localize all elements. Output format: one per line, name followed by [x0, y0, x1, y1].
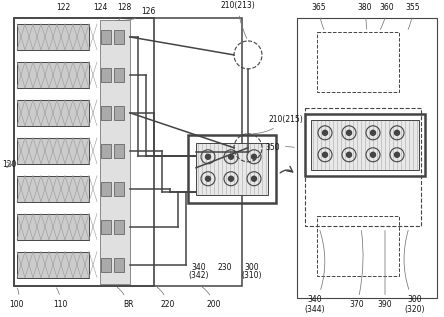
Bar [317, 32, 399, 92]
Text: 210(213): 210(213) [221, 2, 255, 38]
Bar [17, 214, 89, 240]
Circle shape [206, 176, 210, 181]
Bar [101, 68, 111, 82]
Bar [101, 220, 111, 234]
Bar [114, 68, 124, 82]
Text: 300: 300 [245, 263, 259, 272]
Bar [17, 100, 89, 126]
Bar [17, 24, 89, 50]
Text: 365: 365 [312, 3, 326, 29]
Text: 355: 355 [406, 3, 420, 29]
Text: (342): (342) [189, 271, 209, 280]
Text: 350: 350 [266, 143, 294, 152]
Bar [114, 30, 124, 44]
Bar [188, 135, 276, 203]
Circle shape [229, 176, 234, 181]
Circle shape [346, 152, 352, 157]
Text: 380: 380 [358, 3, 372, 29]
Circle shape [251, 176, 257, 181]
Circle shape [346, 130, 352, 135]
Bar [17, 24, 89, 50]
Text: 124: 124 [93, 3, 107, 18]
Text: 120: 120 [2, 160, 16, 169]
Text: 126: 126 [118, 8, 155, 21]
Circle shape [370, 152, 376, 157]
Circle shape [229, 154, 234, 159]
Circle shape [206, 154, 210, 159]
Bar [17, 138, 89, 164]
Bar [17, 176, 89, 202]
Bar [196, 143, 268, 195]
Text: 220: 220 [157, 287, 175, 309]
Circle shape [395, 152, 400, 157]
Bar [101, 182, 111, 196]
Bar [101, 106, 111, 120]
Text: 340: 340 [192, 263, 206, 272]
Bar [114, 144, 124, 158]
Bar [17, 252, 89, 278]
Text: 110: 110 [53, 288, 67, 309]
Bar [17, 100, 89, 126]
Bar [305, 108, 421, 226]
Bar [17, 62, 89, 88]
Bar [14, 18, 154, 286]
Text: 390: 390 [378, 230, 392, 309]
Bar [17, 62, 89, 88]
Text: 210(215): 210(215) [253, 115, 303, 134]
Text: 360: 360 [380, 3, 394, 29]
Bar [17, 214, 89, 240]
Text: 300
(320): 300 (320) [404, 230, 425, 314]
Text: (310): (310) [242, 271, 262, 280]
Text: 370: 370 [350, 230, 365, 309]
Text: 128: 128 [117, 3, 131, 20]
Text: 122: 122 [55, 3, 70, 17]
Text: 340
(344): 340 (344) [305, 230, 325, 314]
Circle shape [251, 154, 257, 159]
Circle shape [395, 130, 400, 135]
Bar [101, 258, 111, 272]
Bar [101, 30, 111, 44]
Bar [311, 120, 419, 170]
Circle shape [370, 130, 376, 135]
Bar [114, 220, 124, 234]
Text: 200: 200 [202, 287, 221, 309]
Bar [114, 258, 124, 272]
Text: 100: 100 [9, 288, 23, 309]
Bar [114, 106, 124, 120]
Bar [17, 176, 89, 202]
Text: BR: BR [117, 287, 133, 309]
Circle shape [322, 130, 328, 135]
Circle shape [322, 152, 328, 157]
Bar [305, 114, 425, 176]
Bar [100, 20, 130, 284]
Bar [17, 138, 89, 164]
Bar [317, 216, 399, 275]
Bar [17, 252, 89, 278]
Bar [297, 18, 437, 298]
Bar [114, 182, 124, 196]
Bar [14, 18, 242, 286]
Bar [101, 144, 111, 158]
Text: 230: 230 [218, 263, 232, 272]
